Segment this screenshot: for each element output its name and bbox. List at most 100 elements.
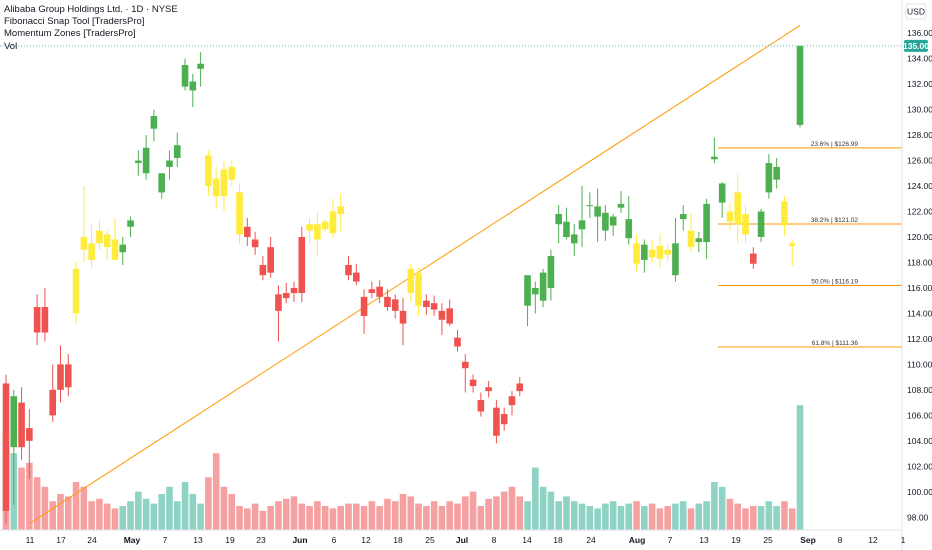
candle-body [570, 234, 578, 244]
candle [64, 354, 72, 397]
candle-body [446, 308, 454, 324]
candle-body [695, 238, 703, 243]
candle-body [648, 249, 656, 258]
candle [454, 329, 461, 352]
candle-body [703, 203, 710, 243]
volume-bar [236, 506, 243, 530]
volume-bar [672, 503, 679, 530]
candle-body [563, 221, 570, 237]
candle-body [687, 230, 695, 248]
candle [220, 160, 228, 212]
volume-bar [189, 494, 197, 530]
volume-bar [633, 501, 640, 530]
volume-bar [493, 496, 500, 530]
candle-body [384, 296, 391, 308]
candle-body [508, 396, 516, 406]
candle-body [166, 160, 173, 167]
candle-body [594, 206, 601, 217]
price-tick-label: 130.00 [907, 105, 932, 115]
volume-bar [212, 453, 220, 530]
candle [329, 198, 337, 237]
time-tick-label: 19 [225, 535, 235, 545]
price-tick-label: 120.00 [907, 232, 932, 242]
volume-bar [205, 477, 212, 530]
time-tick-label: 7 [163, 535, 168, 545]
candle [88, 224, 95, 269]
price-tick-label: 136.00 [907, 28, 932, 38]
candle [384, 289, 391, 311]
volume-bar [142, 498, 150, 530]
volume-bar [127, 501, 134, 530]
volume-bar [446, 501, 454, 530]
legend-volume-indicator[interactable]: Vol [4, 40, 18, 52]
volume-bar [718, 486, 726, 530]
candle-body [726, 211, 734, 222]
candle [718, 182, 726, 218]
candle-body [586, 205, 594, 207]
candle [251, 231, 259, 255]
time-axis[interactable]: 11 17 24 May 7 13 19 23 Jun 6 12 18 25 Jul 8 14 18 24 Aug 7… [26, 535, 906, 545]
candle [2, 374, 10, 524]
volume-bar [244, 508, 251, 530]
volume-bar [290, 496, 298, 530]
volume-bar [423, 506, 430, 530]
candle-body [711, 156, 718, 160]
candle-body [33, 307, 41, 333]
fibonacci-trend-line[interactable] [29, 25, 801, 525]
candle-body [407, 268, 415, 294]
volume-bar [438, 506, 446, 530]
volume-bar [150, 503, 158, 530]
volume-bar [33, 477, 41, 530]
volume-bar [135, 491, 142, 530]
candle [80, 186, 88, 263]
candle-body [88, 243, 95, 260]
candle [345, 256, 352, 281]
candle [57, 345, 64, 403]
legend-fibonacci-indicator[interactable]: Fibonacci Snap Tool [TradersPro] [4, 16, 145, 28]
price-axis[interactable]: 98.00 100.00 102.00 104.00 106.00 108.00 110.0… [907, 28, 932, 522]
candle [500, 407, 508, 431]
candle [726, 202, 734, 230]
candle-body [314, 224, 321, 240]
candle [563, 207, 570, 240]
candle-body [765, 163, 773, 193]
candle-body [742, 214, 749, 235]
volume-bars [2, 405, 804, 530]
candle [516, 377, 524, 397]
legend-momentum-indicator[interactable]: Momentum Zones [TradersPro] [4, 28, 136, 40]
candle-body [135, 160, 142, 164]
candle [493, 400, 500, 444]
candle-body [41, 307, 49, 333]
candle-body [282, 293, 290, 299]
candle [586, 192, 594, 218]
volume-bar [664, 506, 671, 530]
candle-body [664, 249, 671, 255]
candle-body [368, 289, 376, 294]
currency-button[interactable] [905, 3, 927, 20]
volume-bar [609, 501, 617, 530]
candle [376, 280, 383, 304]
candle [189, 73, 197, 108]
price-tick-label: 132.00 [907, 79, 932, 89]
volume-bar [656, 508, 664, 530]
volume-bar [477, 506, 485, 530]
candle [469, 374, 477, 393]
candle [10, 389, 18, 505]
volume-bar [734, 503, 742, 530]
candle-body [672, 243, 679, 276]
candle-body [547, 256, 555, 288]
candle [103, 230, 111, 260]
candle-body [72, 268, 80, 314]
price-tick-label: 110.00 [907, 359, 932, 369]
candlesticks [2, 45, 804, 524]
candle [461, 354, 469, 393]
candle [267, 236, 274, 278]
time-tick-label: 8 [838, 535, 843, 545]
volume-bar [352, 503, 360, 530]
candle [33, 294, 41, 346]
volume-bar [337, 506, 345, 530]
candle-body [625, 219, 633, 239]
time-tick-label: Aug [629, 535, 646, 545]
candle-body [181, 64, 189, 87]
